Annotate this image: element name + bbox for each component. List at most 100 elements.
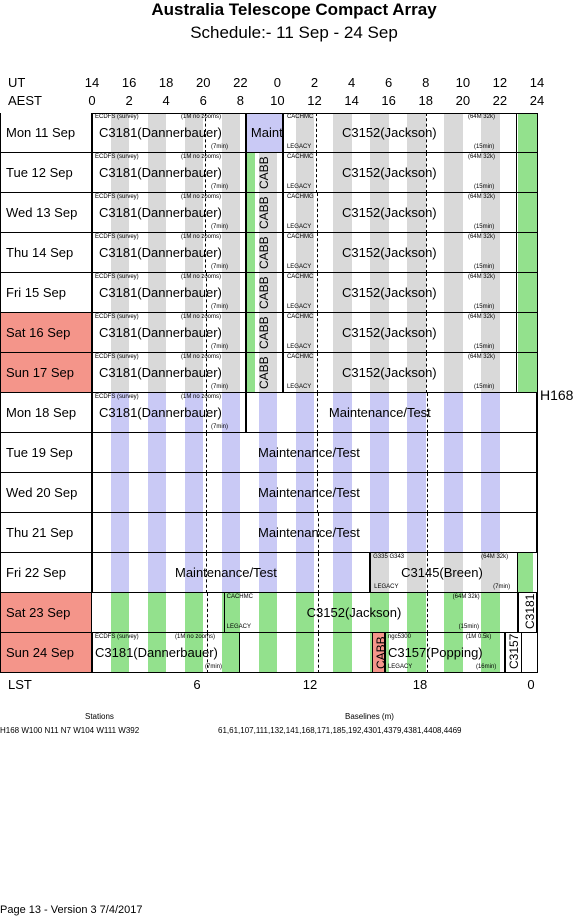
stripe-band: [407, 233, 426, 272]
block-c3181[interactable]: ECDFS (survey) (1M no zooms) (7min) C3181(D…: [92, 153, 246, 192]
block-maint-test[interactable]: Maintenance/Test: [245, 393, 537, 432]
block-c3181[interactable]: ECDFS (survey) (1M no zooms) (7min) C3181(D…: [92, 273, 246, 312]
block-c3181-short[interactable]: C3181: [518, 593, 537, 632]
aest-tick-label: 10: [270, 93, 285, 108]
block-c3152[interactable]: CACHMC LEGACY (64M 32k) (15min) C3152(Jackso…: [282, 353, 517, 392]
schedule-title: Australia Telescope Compact Array: [151, 0, 437, 19]
block-c3181[interactable]: ECDFS (survey) (1M no zooms) (7min) C3181(D…: [92, 193, 246, 232]
lst-marker-line: [317, 433, 319, 472]
block-maint-test[interactable]: Maintenance/Test: [92, 553, 371, 592]
lst-marker-line: [316, 313, 318, 352]
block-c3181[interactable]: ECDFS (survey) (1M no zooms) (7min) C3181(D…: [92, 233, 246, 272]
block-c3181[interactable]: ECDFS (survey) (1M no zooms) (7min) C3181(D…: [92, 393, 246, 432]
block-maint-test[interactable]: Maintenance/Test: [92, 433, 537, 472]
timeline: ECDFS (survey) (1M no zooms) (7min) C3181(D…: [92, 313, 537, 353]
timeline: Maintenance/Test G335 G343 (64M 32k) LEGACY…: [92, 553, 537, 593]
day-label: Tue 12 Sep: [0, 153, 92, 193]
day-row: Fri 15 Sep ECDFS (survey) (1M no zooms) (7m…: [0, 273, 537, 313]
block-cabb[interactable]: CABB: [245, 233, 283, 272]
block-c3181[interactable]: ECDFS (survey) (1M no zooms) (7min) C3181(D…: [92, 113, 246, 152]
stripe-band: [184, 153, 204, 192]
stripe-band: [184, 353, 204, 392]
block-note: (15min): [473, 184, 495, 190]
stripe-band: [258, 153, 278, 192]
stripe-band: [110, 433, 130, 472]
block-note: LEGACY: [286, 264, 312, 270]
block-c3152[interactable]: CACHMC LEGACY (64M 32k) (15min) C3152(Jackso…: [282, 113, 517, 152]
block-note: CACHMC: [286, 354, 314, 360]
stripe-band: [481, 193, 500, 232]
stripe-band: [333, 233, 352, 272]
block-cabb[interactable]: CABB: [245, 273, 283, 312]
block-c3152[interactable]: CACHMC LEGACY (64M 32k) (15min) C3152(Jackso…: [282, 153, 517, 192]
day-row: Wed 13 Sep ECDFS (survey) (1M no zooms) (7m…: [0, 193, 537, 233]
block-c3145[interactable]: G335 G343 (64M 32k) LEGACY (7min) C3145(Bree…: [370, 553, 519, 592]
stripe-band: [370, 153, 389, 192]
block-note: (15min): [458, 624, 479, 630]
block-project: CABB: [256, 316, 271, 349]
green-band: [246, 353, 255, 392]
block-c3152[interactable]: CACHMG LEGACY (64M 32k) (15min) C3152(Jackso…: [282, 233, 517, 272]
lst-marker-line: [206, 553, 208, 592]
block-project: C3181(Dannerbauer): [99, 125, 222, 140]
top-border: [92, 113, 537, 114]
block-c3181[interactable]: ECDFS (survey) (1M no zooms) (7min) C3181(D…: [92, 353, 246, 392]
stripe-band: [444, 593, 463, 632]
block-cabb[interactable]: CABB: [245, 153, 283, 192]
block-cabb[interactable]: CABB: [245, 353, 283, 392]
stripe-band: [258, 353, 278, 392]
block-maint-test[interactable]: Maintenance/Test: [92, 473, 537, 512]
stripe-band: [333, 353, 352, 392]
stripe-band: [444, 233, 463, 272]
stripe-band: [147, 433, 167, 472]
block-note: ECDFS (survey): [95, 234, 139, 240]
block-c3152[interactable]: CACHMC LEGACY (64M 32k) (15min) C3152(Jackso…: [282, 273, 517, 312]
stripe-band: [221, 433, 241, 472]
block-note: ngc5300: [387, 634, 411, 640]
stripe-band: [295, 113, 315, 152]
day-label: Mon 11 Sep: [0, 113, 92, 153]
block-project: C3152(Jackson): [306, 605, 402, 620]
stripe-band: [407, 313, 426, 352]
stripe-band: [444, 473, 463, 512]
stripe-band: [184, 313, 204, 352]
stripe-band: [221, 113, 241, 152]
block-cabb[interactable]: CABB: [245, 193, 283, 232]
block-c3181[interactable]: ECDFS (survey) (1M no zooms) (7min) C3181(D…: [92, 633, 241, 672]
lst-tick-label: 0: [527, 677, 535, 692]
stripe-band: [370, 393, 389, 432]
block-c3181[interactable]: ECDFS (survey) (1M no zooms) (7min) C3181(D…: [92, 313, 246, 352]
block-note: ECDFS (survey): [95, 194, 139, 200]
block-c3152[interactable]: CACHMC LEGACY (64M 32k) (15min) C3152(Jackso…: [223, 593, 519, 632]
block-cabb[interactable]: CABB: [371, 633, 388, 672]
block-c3152[interactable]: CACHMC LEGACY (64M 32k) (15min) C3152(Jackso…: [282, 313, 517, 352]
lst-marker-line: [317, 473, 319, 512]
block-c3157[interactable]: ngc5300 (1M 0.5k) LEGACY (16min) C3157(Poppi…: [384, 633, 506, 672]
block-note: (1M no zooms): [181, 394, 222, 400]
stripe-band: [370, 473, 389, 512]
stripe-band: [333, 313, 352, 352]
stripe-band: [407, 633, 426, 672]
block-project: CABB: [256, 156, 271, 189]
day-row: Thu 21 Sep Maintenance/Test: [0, 513, 537, 553]
stripe-band: [370, 113, 389, 152]
block-note: (64M 32k): [467, 154, 495, 160]
block-c3157-short[interactable]: C3157: [505, 633, 523, 672]
lst-marker-line: [206, 473, 208, 512]
stripe-band: [295, 393, 315, 432]
stripe-band: [295, 553, 315, 592]
block-note: LEGACY: [286, 224, 312, 230]
block-c3152[interactable]: CACHMG LEGACY (64M 32k) (15min) C3152(Jackso…: [282, 193, 517, 232]
block-note: CACHMC: [286, 274, 314, 280]
stripe-band: [221, 393, 241, 432]
stripe-band: [295, 353, 315, 392]
stripe-band: [221, 353, 241, 392]
block-note: (1M no zooms): [181, 114, 222, 120]
block-cabb[interactable]: CABB: [245, 313, 283, 352]
stripe-band: [407, 553, 426, 592]
block-maint[interactable]: Maint: [245, 113, 283, 152]
block-maint-test[interactable]: Maintenance/Test: [92, 513, 537, 552]
day-row: Tue 12 Sep ECDFS (survey) (1M no zooms) (7m…: [0, 153, 537, 193]
lst-marker-line: [205, 153, 207, 192]
lst-marker-line: [426, 473, 428, 512]
